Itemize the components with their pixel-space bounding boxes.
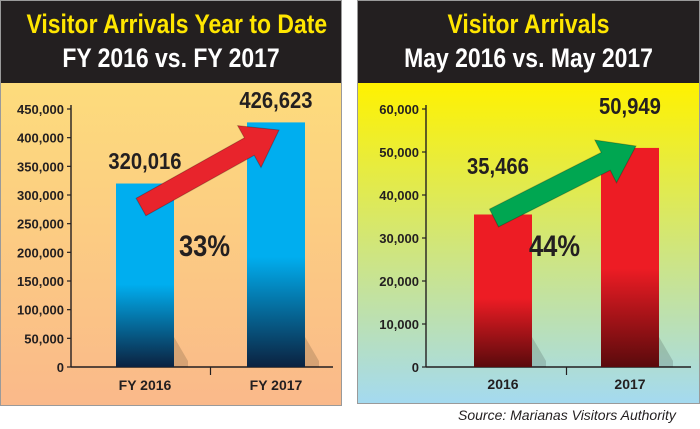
- bar-2017: [601, 147, 659, 367]
- x-tick-label: 2017: [614, 376, 645, 392]
- bar-value-label: 35,466: [467, 153, 529, 180]
- growth-arrow: [488, 139, 637, 228]
- y-tick-label: 450,000: [17, 102, 64, 117]
- y-tick-label: 20,000: [379, 274, 419, 289]
- bar-value-label: 426,623: [239, 87, 312, 114]
- y-tick-label: 0: [57, 360, 64, 375]
- x-tick-label: FY 2017: [250, 377, 303, 393]
- percent-change-label: 44%: [529, 229, 580, 262]
- y-tick-label: 40,000: [379, 188, 419, 203]
- y-tick-label: 300,000: [17, 188, 64, 203]
- x-tick-label: FY 2016: [119, 377, 172, 393]
- chart-subtitle: May 2016 vs. May 2017: [404, 43, 653, 73]
- y-tick-label: 150,000: [17, 274, 64, 289]
- y-tick-label: 350,000: [17, 159, 64, 174]
- chart-title: Visitor Arrivals Year to Date: [26, 9, 328, 39]
- y-tick-label: 30,000: [379, 231, 419, 246]
- y-tick-label: 200,000: [17, 245, 64, 260]
- bar-shadow: [174, 337, 188, 367]
- bar-value-label: 320,016: [108, 148, 181, 175]
- chart-panel-may: Visitor Arrivals May 2016 vs. May 2017 0…: [357, 0, 700, 404]
- bar-2016: [474, 214, 532, 367]
- bar-fy-2017: [247, 122, 305, 367]
- y-tick-label: 100,000: [17, 303, 64, 318]
- bar-fy-2016: [116, 183, 174, 367]
- bar-shadow: [305, 337, 319, 367]
- chart-header: Visitor Arrivals May 2016 vs. May 2017: [358, 1, 699, 83]
- y-tick-label: 60,000: [379, 102, 419, 117]
- y-tick-label: 250,000: [17, 217, 64, 232]
- y-tick-label: 50,000: [379, 145, 419, 160]
- chart-subtitle: FY 2016 vs. FY 2017: [62, 43, 280, 73]
- bar-shadow: [659, 337, 673, 367]
- bar-chart-year-to-date: 0 50,000 100,000 150,000 200,000 250,000 300,0…: [1, 83, 341, 405]
- growth-arrow: [135, 125, 280, 217]
- y-tick-label: 10,000: [379, 317, 419, 332]
- chart-title: Visitor Arrivals: [447, 9, 610, 39]
- bar-value-label: 50,949: [599, 93, 661, 120]
- chart-header: Visitor Arrivals Year to Date FY 2016 vs…: [1, 1, 341, 83]
- y-tick-label: 400,000: [17, 131, 64, 146]
- x-tick-label: 2016: [487, 376, 518, 392]
- y-tick-label: 50,000: [24, 331, 64, 346]
- source-note: Source: Marianas Visitors Authority: [458, 407, 676, 423]
- y-tick-label: 0: [412, 360, 419, 375]
- percent-change-label: 33%: [179, 229, 230, 262]
- bar-shadow: [532, 337, 546, 367]
- bar-chart-may: 0 10,000 20,000 30,000 40,000 50,000 60,000 201…: [358, 83, 699, 403]
- chart-panel-year-to-date: Visitor Arrivals Year to Date FY 2016 vs…: [0, 0, 342, 406]
